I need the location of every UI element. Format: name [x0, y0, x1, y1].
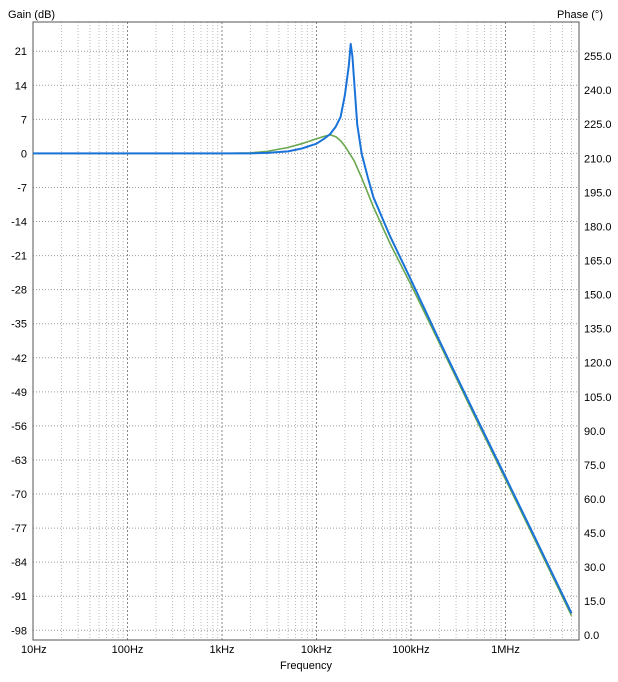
left-tick-label: -56	[11, 421, 27, 433]
x-tick-label: 10Hz	[21, 644, 47, 656]
right-tick-label: 180.0	[584, 221, 612, 233]
right-tick-label: 30.0	[584, 562, 605, 574]
right-tick-label: 0.0	[584, 630, 599, 642]
left-tick-label: 21	[15, 46, 27, 58]
left-tick-label: -70	[11, 489, 27, 501]
left-tick-label: -14	[11, 217, 27, 229]
right-tick-label: 255.0	[584, 51, 612, 63]
left-tick-label: -35	[11, 319, 27, 331]
left-tick-label: -77	[11, 523, 27, 535]
right-tick-label: 135.0	[584, 324, 612, 336]
plot-frame	[32, 21, 580, 641]
left-tick-label: -49	[11, 387, 27, 399]
left-tick-label: -91	[11, 591, 27, 603]
series-group	[33, 42, 573, 617]
right-tick-label: 210.0	[584, 153, 612, 165]
right-tick-label: 120.0	[584, 358, 612, 370]
left-tick-label: 0	[21, 148, 27, 160]
grid	[32, 22, 580, 640]
x-axis-ticks: 10Hz 100Hz 1kHz 10kHz 100kHz 1MHz	[21, 644, 520, 656]
x-tick-label: 1MHz	[491, 644, 520, 656]
right-tick-label: 75.0	[584, 460, 605, 472]
left-tick-label: -98	[11, 625, 27, 637]
right-axis-ticks: 255.0 240.0 225.0 210.0 195.0 180.0 165.0 150.0…	[584, 51, 612, 642]
left-tick-label: -21	[11, 251, 27, 263]
right-tick-label: 225.0	[584, 119, 612, 131]
series-line	[33, 134, 573, 617]
left-axis-ticks: 21 14 7 0 -7 -14 -21 -28 -35 -42 -49 -56 -63 -70 -77 -8…	[11, 46, 27, 637]
left-tick-label: -63	[11, 455, 27, 467]
x-tick-label: 1kHz	[209, 644, 234, 656]
right-tick-label: 15.0	[584, 596, 605, 608]
right-tick-label: 90.0	[584, 426, 605, 438]
series-line	[33, 42, 573, 614]
left-tick-label: -7	[17, 182, 27, 194]
x-tick-label: 10kHz	[301, 644, 332, 656]
left-tick-label: -28	[11, 285, 27, 297]
right-tick-label: 105.0	[584, 392, 612, 404]
x-tick-label: 100kHz	[392, 644, 429, 656]
x-tick-label: 100Hz	[112, 644, 144, 656]
right-tick-label: 240.0	[584, 85, 612, 97]
right-tick-label: 60.0	[584, 494, 605, 506]
x-axis-title: Frequency	[280, 660, 332, 672]
left-tick-label: -84	[11, 557, 27, 569]
right-tick-label: 195.0	[584, 187, 612, 199]
right-tick-label: 150.0	[584, 290, 612, 302]
left-tick-label: 14	[15, 80, 27, 92]
right-tick-label: 165.0	[584, 255, 612, 267]
right-axis-title: Phase (°)	[557, 9, 603, 21]
right-tick-label: 45.0	[584, 528, 605, 540]
left-axis-title: Gain (dB)	[8, 9, 55, 21]
left-tick-label: -42	[11, 353, 27, 365]
left-tick-label: 7	[21, 114, 27, 126]
